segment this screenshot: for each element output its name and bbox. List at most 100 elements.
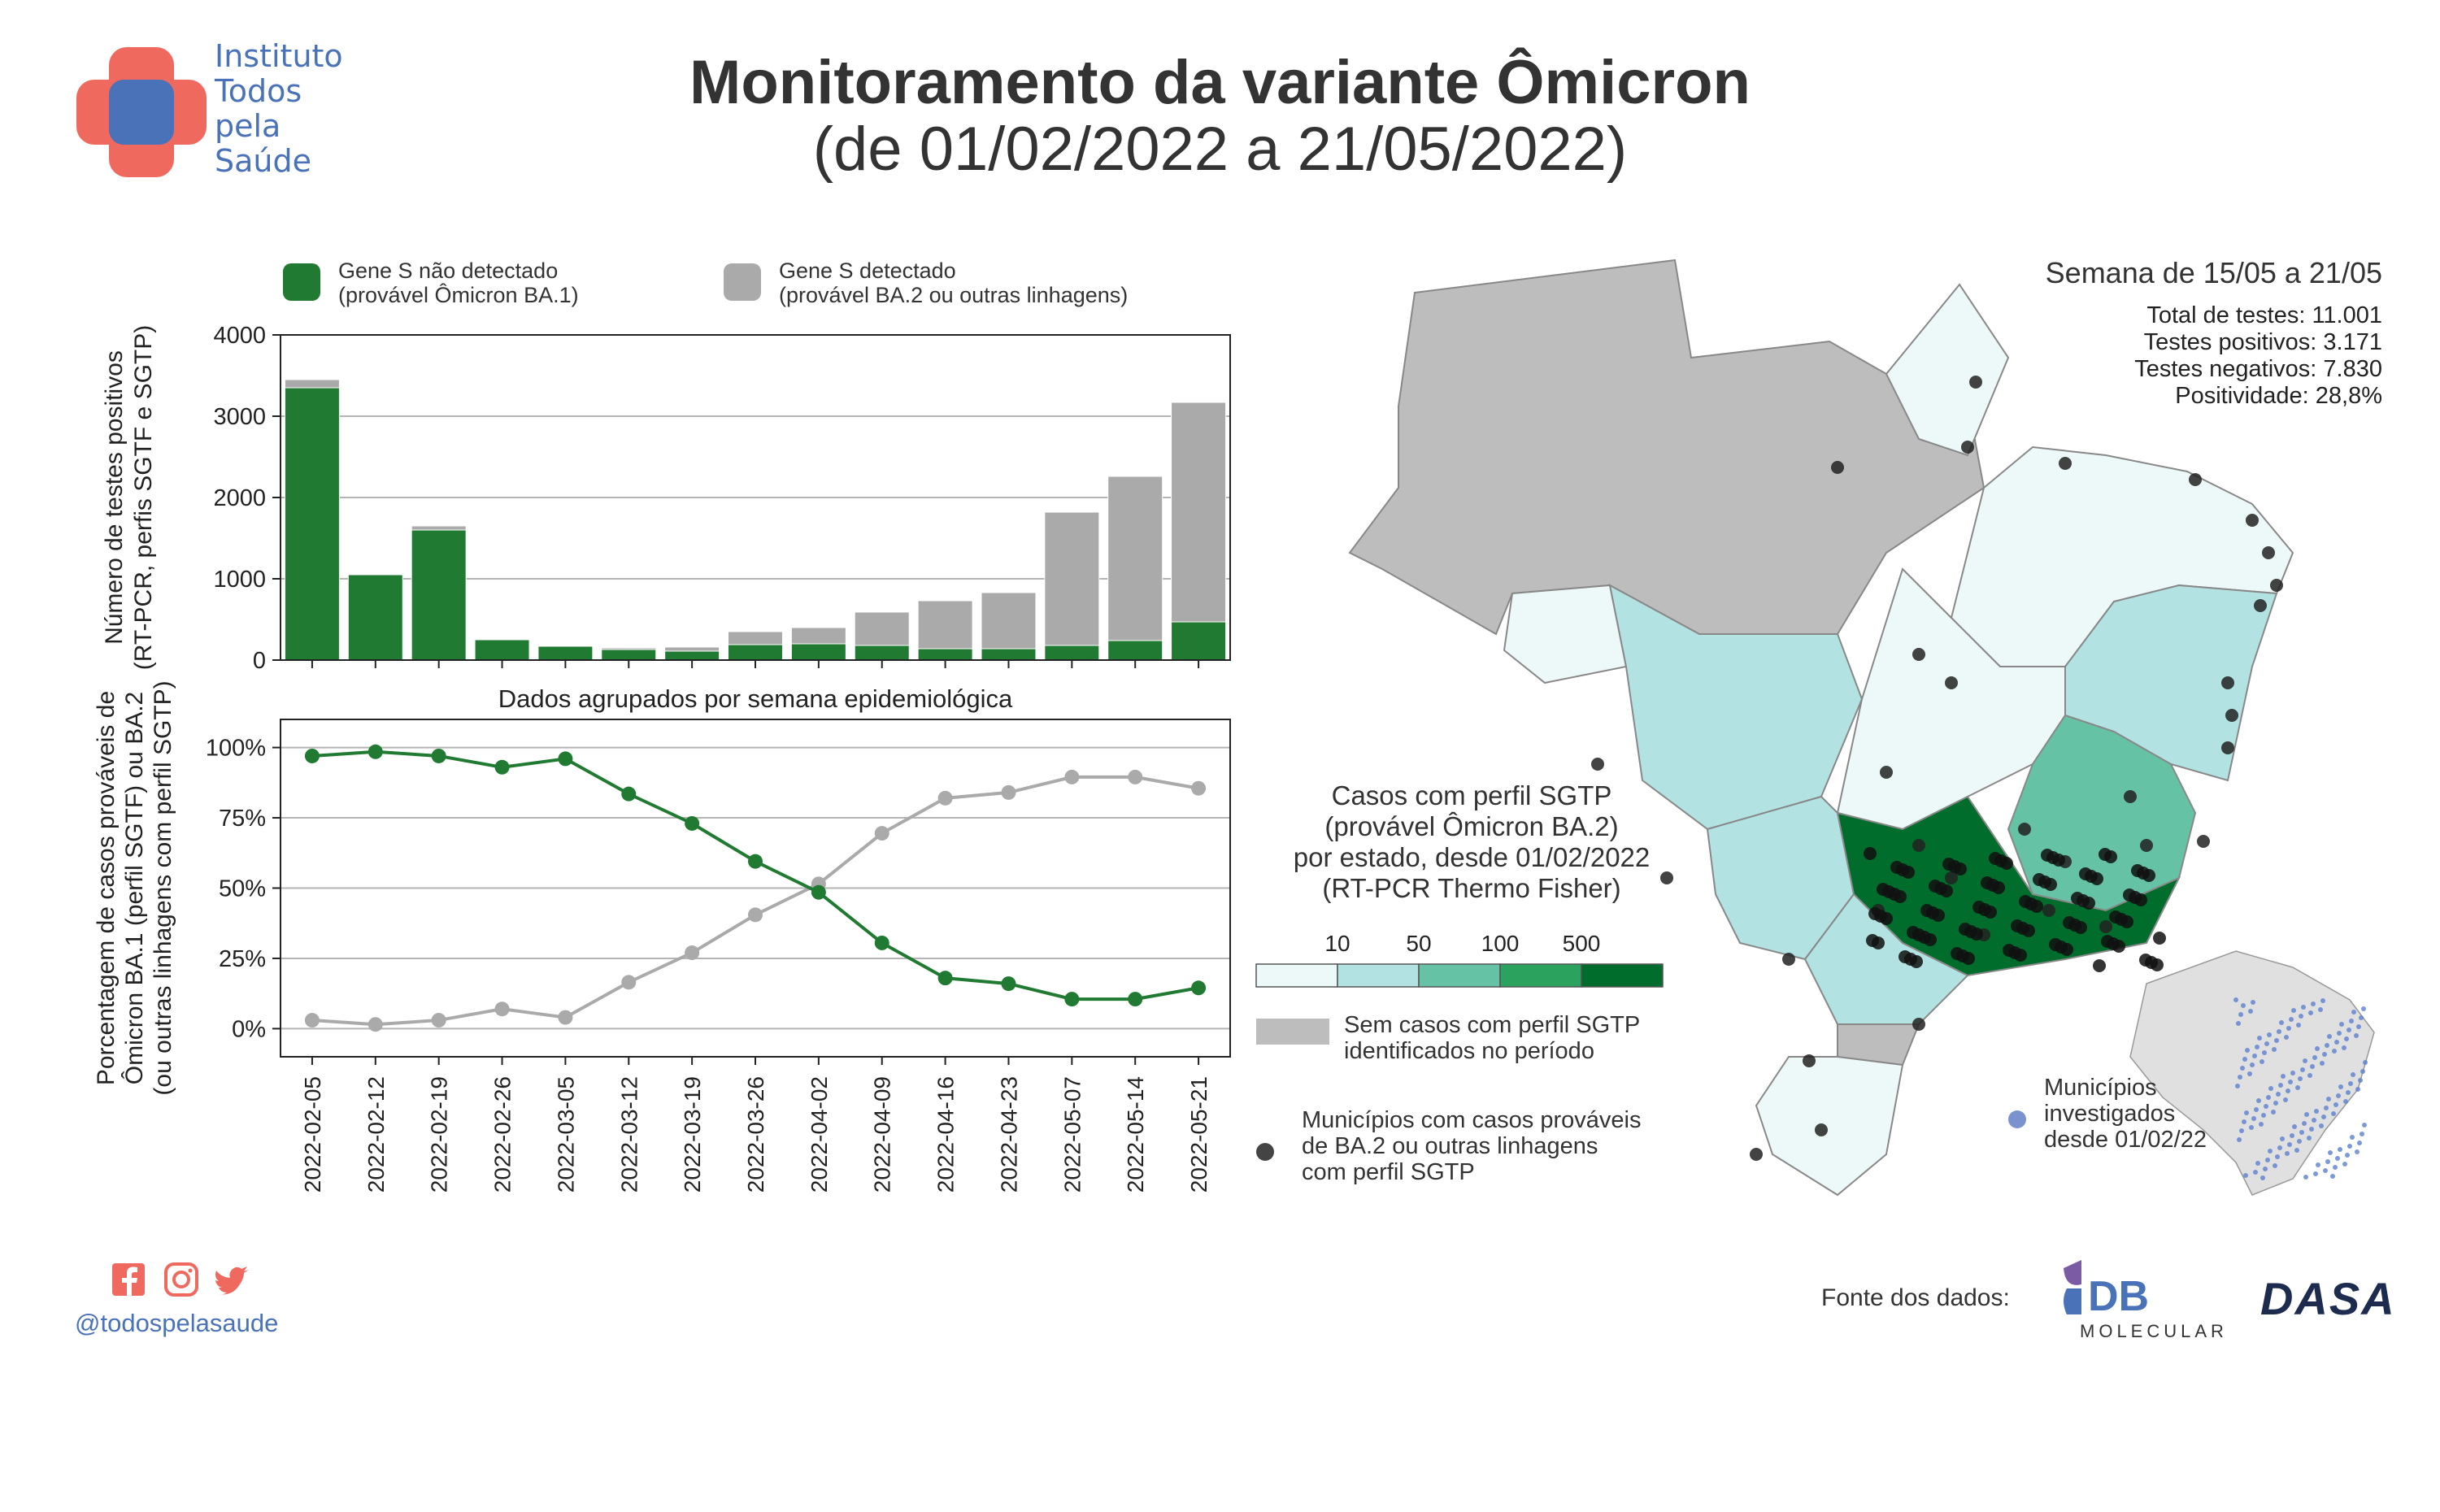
scale-tick-label: 500 xyxy=(1563,931,1601,956)
bar-ba1 xyxy=(1107,640,1163,661)
source-label: Fonte dos dados: xyxy=(1821,1284,2010,1311)
map-dot xyxy=(2153,932,2166,945)
inset-dot xyxy=(2267,1032,2272,1037)
bar-ba1 xyxy=(790,643,846,661)
inset-dot xyxy=(2294,1148,2299,1153)
map-dot xyxy=(1929,880,1942,893)
dots-legend-line: Municípios com casos prováveis xyxy=(1302,1107,1642,1133)
x-tick-label: 2022-05-07 xyxy=(1059,1076,1085,1193)
investigated-line: desde 01/02/22 xyxy=(2044,1127,2207,1153)
instagram-icon[interactable] xyxy=(164,1262,198,1297)
inset-dot xyxy=(2292,1124,2297,1129)
map-dot xyxy=(1912,839,1925,852)
stat-row: Testes positivos: 3.171 xyxy=(1813,329,2382,356)
line-point xyxy=(1191,780,1207,796)
bar-chart: 0 1000 2000 3000 4000 Número de testes positi… xyxy=(101,323,1231,713)
x-tick-label: 2022-03-12 xyxy=(616,1076,642,1193)
inset-dot xyxy=(2339,1022,2344,1027)
inset-dot xyxy=(2312,1118,2316,1123)
inset-dot xyxy=(2324,1106,2329,1110)
map-legend-title-line: (provável Ômicron BA.2) xyxy=(1324,811,1619,841)
inset-dot xyxy=(2268,1149,2273,1154)
map-dot xyxy=(1945,676,1958,689)
inset-dot xyxy=(2237,1137,2242,1142)
map-dot xyxy=(2221,741,2234,754)
line-series xyxy=(311,775,1199,1027)
inset-dot xyxy=(2255,1161,2260,1166)
inset-dot xyxy=(2326,1097,2331,1101)
logo-line: pela xyxy=(215,108,281,144)
partner-db-molecular: DB MOLECULAR xyxy=(2049,1256,2244,1345)
inset-dot xyxy=(2276,1092,2281,1097)
twitter-icon[interactable] xyxy=(215,1267,249,1295)
bar-ba2 xyxy=(854,611,910,646)
stat-row: Total de testes: 11.001 xyxy=(1813,302,2382,329)
inset-dot xyxy=(2347,1144,2352,1149)
line-point xyxy=(1128,992,1143,1007)
map-dot xyxy=(2124,790,2137,803)
map-legend-title-line: Casos com perfil SGTP xyxy=(1331,780,1612,810)
inset-dot xyxy=(2333,1102,2338,1107)
map-dot xyxy=(1877,883,1890,896)
inset-dot xyxy=(2355,1149,2360,1154)
partner-dasa: DASA xyxy=(2260,1273,2396,1324)
x-tick-label: 2022-03-05 xyxy=(553,1076,578,1193)
x-tick-label: 2022-04-02 xyxy=(807,1076,832,1193)
inset-dot xyxy=(2272,1047,2277,1052)
bar-ylabel-line2: (RT-PCR, perfis SGTF e SGTP) xyxy=(130,325,157,671)
inset-dot xyxy=(2290,1133,2294,1138)
bar-ba2 xyxy=(981,592,1037,650)
bar-ylabel: Número de testes positivos (RT-PCR, perfi… xyxy=(101,325,157,671)
line-ytick-label: 100% xyxy=(206,736,266,762)
inset-dot xyxy=(2295,1085,2300,1090)
bar-ba2 xyxy=(411,525,467,531)
scale-tick-label: 50 xyxy=(1406,931,1431,956)
inset-dot xyxy=(2338,1084,2343,1089)
map-dot xyxy=(1942,858,1955,871)
map-dot xyxy=(1890,861,1903,874)
inset-dot xyxy=(2256,1098,2261,1103)
bar-ytick-label: 4000 xyxy=(213,323,266,349)
map-dot xyxy=(2254,599,2267,612)
map-dot xyxy=(2101,935,2114,948)
inset-dot xyxy=(2268,1086,2273,1091)
map-legend-title-line: por estado, desde 01/02/2022 xyxy=(1293,842,1651,872)
inset-dot xyxy=(2264,1041,2269,1046)
map-dot xyxy=(2270,579,2283,592)
inset-dot xyxy=(2283,1097,2288,1102)
map-dot xyxy=(2019,895,2032,908)
social-icons xyxy=(112,1262,275,1297)
scale-segment xyxy=(1499,963,1582,988)
social-handle[interactable]: @todospelasaude xyxy=(75,1309,279,1337)
inset-dot xyxy=(2344,1036,2349,1041)
map-dot xyxy=(2018,823,2031,836)
inset-dot xyxy=(2327,1034,2332,1039)
line-point xyxy=(304,748,320,763)
stat-value: 3.171 xyxy=(2323,329,2382,355)
inset-dot xyxy=(2302,1121,2307,1126)
inset-dot xyxy=(2238,1012,2243,1017)
line-point xyxy=(937,971,953,986)
inset-dot xyxy=(2251,1116,2256,1121)
map-dot xyxy=(2041,849,2054,862)
inset-dot xyxy=(2325,1043,2329,1048)
bar-ba1 xyxy=(854,645,910,661)
inset-dot xyxy=(2357,1141,2362,1145)
line-point xyxy=(431,748,446,763)
inset-dot xyxy=(2251,1000,2255,1005)
bar-ba1 xyxy=(664,650,720,661)
inset-dot xyxy=(2299,1014,2303,1019)
map-dot xyxy=(1880,766,1893,779)
x-axis-labels: 2022-02-05 2022-02-12 2022-02-19 2022-02-26… xyxy=(300,1076,1211,1193)
inset-dot xyxy=(2342,1045,2346,1050)
map-dot xyxy=(2189,473,2202,486)
inset-dot xyxy=(2273,1163,2277,1168)
facebook-icon[interactable] xyxy=(112,1263,145,1296)
x-tick-label: 2022-05-14 xyxy=(1123,1076,1148,1193)
inset-dot xyxy=(2322,1052,2327,1057)
inset-dot xyxy=(2304,1112,2309,1117)
stat-label: Testes negativos: xyxy=(2134,356,2317,382)
line-ytick-label: 0% xyxy=(232,1016,266,1042)
inset-dot xyxy=(2350,1135,2355,1140)
bar-ba1 xyxy=(474,639,530,661)
